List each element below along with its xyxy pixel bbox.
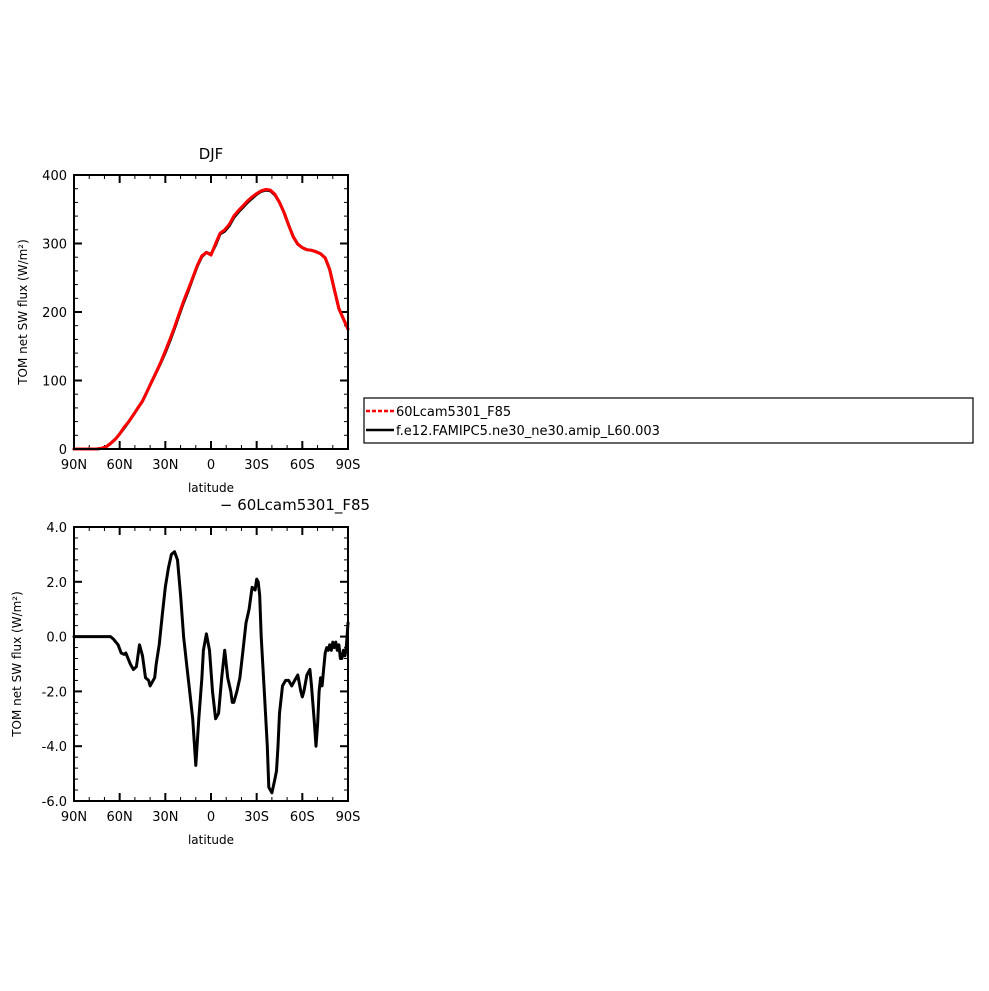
legend: 60Lcam5301_F85 f.e12.FAMIPC5.ne30_ne30.a… xyxy=(363,397,974,444)
bottom-chart: − 60Lcam5301_F85 90N 60N 30N 0 30S 60S 90S -6.… xyxy=(10,496,370,847)
x-tick-label: 60N xyxy=(107,458,133,473)
x-tick-label: 90S xyxy=(336,810,361,825)
y-tick-label: 4.0 xyxy=(46,521,67,536)
top-chart-frame xyxy=(73,174,349,450)
x-tick-label: 0 xyxy=(207,458,215,473)
top-chart-title: DJF xyxy=(199,145,224,163)
bottom-chart-x-tick-labels: 90N 60N 30N 0 30S 60S 90S xyxy=(61,810,361,825)
legend-box xyxy=(363,397,974,444)
top-chart-y-tick-labels: 0 100 200 300 400 xyxy=(42,169,67,458)
bottom-chart-y-axis-label: TOM net SW flux (W/m²) xyxy=(10,591,24,738)
top-chart-major-ticks xyxy=(73,174,349,450)
x-tick-label: 90S xyxy=(336,458,361,473)
y-tick-label: 0 xyxy=(59,443,67,458)
y-tick-label: 200 xyxy=(42,306,67,321)
bottom-chart-series xyxy=(72,550,350,795)
x-tick-label: 90N xyxy=(61,810,87,825)
x-tick-label: 30N xyxy=(152,458,178,473)
y-tick-label: 400 xyxy=(42,169,67,184)
legend-entry-0: 60Lcam5301_F85 xyxy=(396,405,511,420)
x-tick-label: 60N xyxy=(107,810,133,825)
y-tick-label: -4.0 xyxy=(42,740,67,755)
top-chart-y-axis-label: TOM net SW flux (W/m²) xyxy=(16,239,30,386)
x-tick-label: 60S xyxy=(290,810,315,825)
series-line-0 xyxy=(72,187,350,451)
x-tick-label: 60S xyxy=(290,458,315,473)
y-tick-label: 2.0 xyxy=(46,576,67,591)
top-chart: DJF 90N 60N 30N 0 30S 60S 90S 0 100 200 300 400 la… xyxy=(16,145,360,495)
y-tick-label: 300 xyxy=(42,238,67,253)
bottom-chart-frame xyxy=(73,526,349,802)
bottom-chart-x-axis-label: latitude xyxy=(188,833,234,847)
x-tick-label: 90N xyxy=(61,458,87,473)
x-tick-label: 30S xyxy=(244,458,269,473)
top-chart-x-axis-label: latitude xyxy=(188,481,234,495)
top-chart-x-tick-labels: 90N 60N 30N 0 30S 60S 90S xyxy=(61,458,361,473)
bottom-chart-y-tick-labels: -6.0 -4.0 -2.0 0.0 2.0 4.0 xyxy=(42,521,67,810)
top-chart-minor-ticks xyxy=(73,174,349,450)
top-chart-series xyxy=(72,187,350,451)
y-tick-label: -2.0 xyxy=(42,685,67,700)
y-tick-label: 100 xyxy=(42,375,67,390)
y-tick-label: -6.0 xyxy=(42,795,67,810)
bottom-chart-title: − 60Lcam5301_F85 xyxy=(220,496,370,515)
x-tick-label: 0 xyxy=(207,810,215,825)
series-line-1 xyxy=(72,188,350,451)
x-tick-label: 30S xyxy=(244,810,269,825)
x-tick-label: 30N xyxy=(152,810,178,825)
legend-entry-1: f.e12.FAMIPC5.ne30_ne30.amip_L60.003 xyxy=(396,424,660,439)
y-tick-label: 0.0 xyxy=(46,631,67,646)
series-line-0 xyxy=(72,550,350,795)
